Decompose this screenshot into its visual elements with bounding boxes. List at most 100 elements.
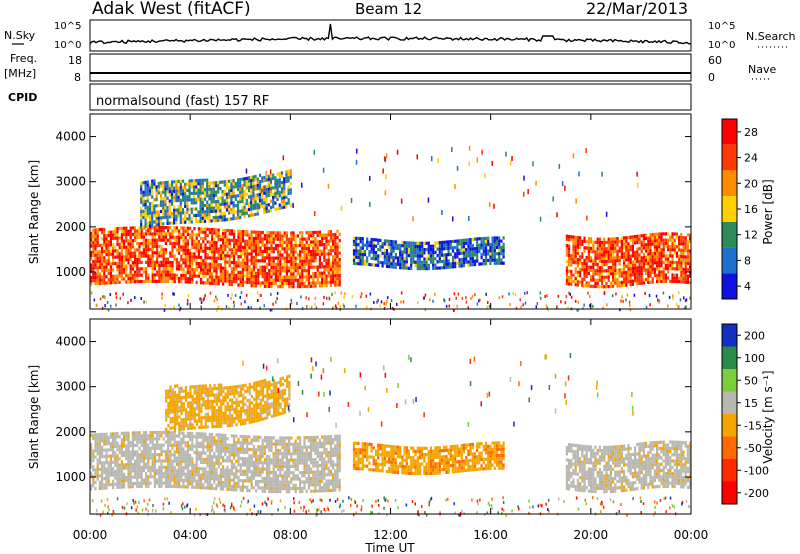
- echo-cell: [241, 267, 244, 272]
- echo-cell: [195, 454, 198, 458]
- echo-cell: [208, 455, 211, 459]
- echo-cell: [169, 264, 172, 268]
- noise-cell: [569, 292, 571, 296]
- echo-cell: [109, 278, 112, 282]
- echo-cell: [197, 194, 200, 198]
- echo-cell: [682, 236, 685, 240]
- echo-cell: [383, 242, 386, 246]
- echo-cell: [283, 196, 286, 200]
- echo-cell: [396, 243, 400, 247]
- echo-cell: [269, 174, 273, 178]
- echo-cell: [136, 229, 139, 233]
- echo-cell: [131, 437, 134, 441]
- echo-cell: [495, 242, 499, 246]
- echo-cell: [651, 277, 654, 281]
- echo-cell: [105, 476, 108, 481]
- echo-cell: [233, 488, 236, 492]
- echo-cell: [215, 269, 218, 273]
- echo-cell: [138, 251, 141, 255]
- echo-cell: [127, 261, 130, 265]
- echo-cell: [204, 451, 207, 455]
- echo-cell: [125, 267, 128, 271]
- echo-cell: [416, 263, 419, 267]
- echo-cell: [105, 432, 108, 436]
- echo-cell: [616, 259, 619, 263]
- echo-cell: [153, 449, 156, 454]
- echo-cell: [651, 242, 654, 246]
- echo-cell: [250, 268, 253, 272]
- echo-cell: [175, 192, 178, 196]
- echo-cell: [213, 259, 216, 263]
- echo-cell: [274, 192, 277, 196]
- echo-cell: [414, 248, 417, 252]
- echo-cell: [471, 250, 474, 254]
- echo-cell: [169, 481, 172, 485]
- echo-cell: [217, 477, 220, 481]
- echo-cell: [145, 443, 148, 447]
- echo-cell: [173, 196, 176, 200]
- echo-cell: [269, 190, 273, 194]
- echo-cell: [92, 260, 95, 264]
- echo-cell: [184, 182, 187, 186]
- echo-cell: [189, 479, 192, 483]
- echo-cell: [142, 251, 145, 255]
- echo-cell: [107, 476, 110, 480]
- echo-cell: [211, 470, 214, 475]
- echo-cell: [230, 198, 233, 202]
- echo-cell: [101, 474, 104, 478]
- echo-cell: [188, 207, 191, 211]
- echo-cell: [158, 225, 161, 230]
- echo-cell: [684, 271, 687, 275]
- echo-cell: [255, 236, 258, 241]
- echo-cell: [169, 450, 172, 454]
- echo-cell: [318, 259, 321, 263]
- echo-cell: [171, 475, 174, 479]
- echo-cell: [191, 277, 194, 281]
- echo-cell: [601, 250, 604, 254]
- echo-cell: [96, 272, 99, 276]
- echo-cell: [299, 266, 302, 270]
- echo-cell: [620, 268, 623, 272]
- echo-cell: [92, 433, 95, 437]
- echo-cell: [283, 281, 286, 286]
- echo-cell: [638, 278, 641, 282]
- echo-cell: [235, 248, 238, 252]
- echo-cell: [224, 232, 227, 236]
- echo-cell: [186, 434, 189, 438]
- colorbar-segment: [722, 247, 737, 274]
- echo-cell: [202, 262, 205, 266]
- echo-cell: [107, 278, 110, 282]
- echo-cell: [451, 255, 455, 259]
- echo-cell: [268, 250, 271, 254]
- echo-cell: [180, 258, 183, 262]
- echo-cell: [103, 234, 106, 238]
- echo-cell: [489, 261, 492, 265]
- echo-cell: [153, 453, 156, 457]
- echo-cell: [175, 195, 178, 199]
- echo-cell: [186, 444, 189, 448]
- echo-cell: [195, 451, 198, 455]
- echo-cell: [385, 239, 389, 243]
- echo-cell: [438, 253, 441, 257]
- echo-cell: [169, 478, 172, 482]
- echo-cell: [123, 267, 126, 271]
- echo-cell: [410, 251, 413, 255]
- echo-cell: [627, 254, 630, 258]
- echo-cell: [144, 199, 147, 203]
- echo-cell: [219, 215, 222, 219]
- echo-cell: [217, 436, 220, 440]
- echo-cell: [98, 474, 101, 478]
- echo-cell: [285, 231, 288, 235]
- echo-cell: [601, 253, 604, 257]
- noise-cell: [199, 297, 201, 301]
- echo-cell: [118, 485, 121, 489]
- echo-cell: [200, 435, 203, 439]
- noise-cell: [657, 298, 659, 302]
- echo-cell: [114, 227, 117, 231]
- echo-cell: [432, 266, 435, 270]
- echo-cell: [252, 277, 255, 282]
- echo-cell: [206, 234, 209, 238]
- echo-cell: [287, 176, 290, 180]
- echo-cell: [480, 256, 483, 260]
- echo-cell: [142, 216, 145, 220]
